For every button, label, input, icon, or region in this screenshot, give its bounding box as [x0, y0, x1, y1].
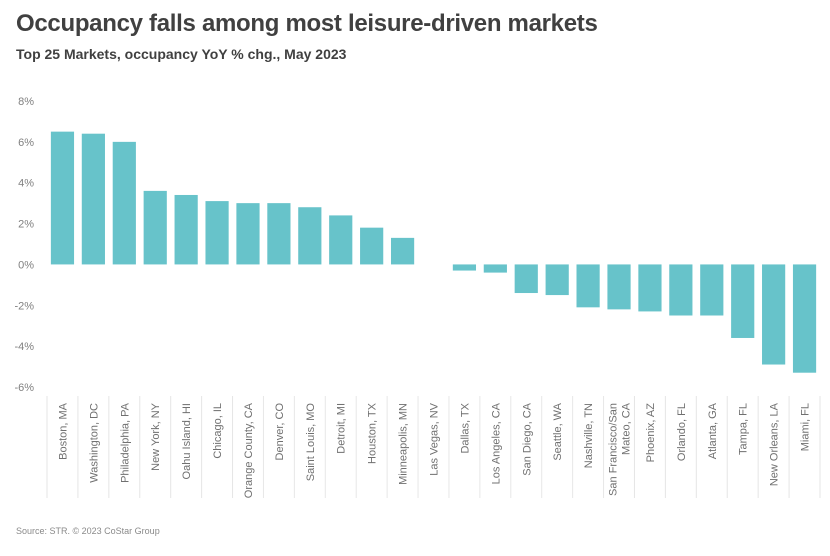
bar	[236, 203, 260, 265]
bar	[205, 201, 229, 265]
bar	[607, 264, 631, 310]
bar	[669, 264, 693, 316]
category-gridlines	[46, 396, 821, 498]
chart-title: Occupancy falls among most leisure-drive…	[16, 10, 598, 37]
x-tick-label: Dallas, TX	[459, 402, 471, 453]
x-tick-label: Atlanta, GA	[707, 402, 719, 459]
x-tick-label: Orlando, FL	[676, 403, 688, 461]
y-axis: 8% 6% 4% 2% 0% -2% -4% -6%	[14, 96, 34, 394]
y-tick-label: 4%	[18, 178, 34, 190]
x-tick-label: Oahu Island, HI	[181, 403, 193, 479]
bar	[50, 131, 75, 265]
x-tick-label: New York, NY	[150, 402, 162, 471]
bar	[329, 215, 353, 265]
bar	[638, 264, 662, 312]
bar	[762, 264, 786, 365]
bar	[452, 264, 477, 271]
bar-chart: 8% 6% 4% 2% 0% -2% -4% -6% Boston, MA Washington…	[14, 96, 821, 498]
x-axis: Boston, MA Washington, DC Philadelphia, PA…	[57, 402, 811, 498]
bar	[112, 141, 136, 265]
bar	[390, 237, 415, 265]
x-tick-label: Los Angeles, CA	[490, 402, 502, 484]
x-tick-label: Miami, FL	[800, 403, 812, 451]
x-tick-label: Saint Louis, MO	[305, 403, 317, 482]
bar	[298, 207, 322, 265]
y-tick-label: 8%	[18, 96, 34, 108]
bar	[360, 227, 384, 265]
x-tick-label: Minneapolis, MN	[398, 403, 410, 485]
y-tick-label: 6%	[18, 137, 34, 149]
bar	[576, 264, 600, 308]
bar	[731, 264, 755, 338]
source-note: Source: STR. © 2023 CoStar Group	[16, 526, 160, 536]
x-tick-label: Phoenix, AZ	[645, 403, 657, 463]
bar	[174, 194, 198, 265]
chart-subtitle: Top 25 Markets, occupancy YoY % chg., Ma…	[16, 46, 347, 62]
x-tick-label: Seattle, WA	[552, 402, 564, 460]
x-tick-label: Philadelphia, PA	[119, 402, 131, 483]
bar	[792, 264, 817, 373]
x-tick-label: Orange County, CA	[243, 402, 255, 498]
x-tick-label: Denver, CO	[274, 403, 286, 461]
bar	[700, 264, 724, 316]
bar	[81, 133, 105, 265]
y-tick-label: -4%	[14, 341, 34, 353]
bar	[143, 190, 167, 265]
bar	[545, 264, 569, 296]
x-tick-label: New Orleans, LA	[769, 402, 781, 486]
x-tick-label: Tampa, FL	[738, 403, 750, 455]
bar	[483, 264, 507, 273]
y-tick-label: 0%	[18, 259, 34, 271]
x-tick-label: San Diego, CA	[521, 402, 533, 475]
x-tick-label: Houston, TX	[367, 402, 379, 464]
x-tick-label: Washington, DC	[88, 403, 100, 483]
x-tick-label: Las Vegas, NV	[429, 402, 441, 475]
x-tick-label: Detroit, MI	[336, 403, 348, 454]
x-tick-label: Chicago, IL	[212, 403, 224, 459]
x-tick-label: San Francisco/SanMateo, CA	[608, 402, 633, 496]
bar	[267, 203, 291, 265]
y-tick-label: -2%	[14, 300, 34, 312]
y-tick-label: -6%	[14, 382, 34, 394]
bar	[514, 264, 538, 294]
bars	[50, 131, 817, 373]
x-tick-label: Nashville, TN	[583, 403, 595, 468]
x-tick-label: Boston, MA	[57, 402, 69, 460]
y-tick-label: 2%	[18, 219, 34, 231]
